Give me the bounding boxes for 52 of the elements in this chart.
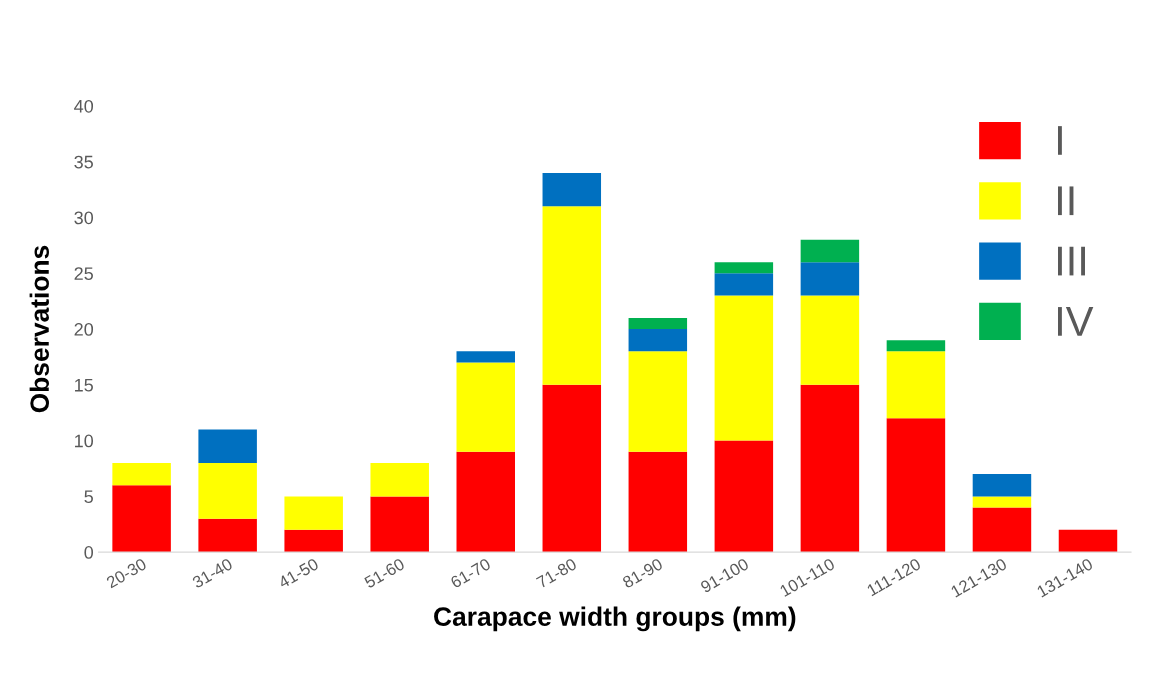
bar — [112, 462, 171, 486]
bar — [456, 351, 515, 363]
bar — [284, 496, 343, 530]
bar — [800, 384, 860, 553]
legend-label: I — [1057, 126, 1062, 155]
bar — [628, 317, 688, 330]
bar — [714, 262, 774, 274]
legend-label: II — [1057, 186, 1074, 216]
bar — [198, 462, 257, 519]
bar — [714, 273, 774, 296]
bar — [972, 474, 1032, 497]
bar — [542, 206, 602, 385]
bar — [800, 295, 860, 385]
x-tick-label: 41-50 — [277, 557, 320, 589]
bar — [972, 496, 1032, 508]
bar — [886, 340, 946, 352]
x-axis-title: Carapace width groups (mm) — [434, 606, 796, 632]
x-tick-label: 61-70 — [449, 557, 492, 589]
y-axis-title: Observations — [29, 245, 49, 413]
bar — [542, 384, 602, 553]
bar — [714, 295, 774, 441]
y-tick-label: 20 — [74, 323, 94, 336]
y-tick-label: 15 — [75, 378, 93, 392]
bar — [1058, 529, 1118, 553]
x-tick-label: 71-80 — [535, 557, 578, 589]
bar — [284, 529, 343, 553]
bar — [456, 451, 515, 553]
y-tick-label: 0 — [84, 546, 94, 559]
legend-label: IV — [1057, 307, 1094, 336]
y-tick-label: 5 — [84, 490, 93, 504]
bar — [542, 172, 602, 207]
bar — [886, 418, 946, 553]
bar — [198, 518, 257, 553]
bar — [800, 239, 860, 263]
y-tick-label: 30 — [74, 211, 94, 225]
bar — [886, 351, 946, 419]
legend-label: III — [1057, 246, 1086, 276]
bar — [112, 485, 171, 553]
bar — [370, 496, 429, 553]
bar — [800, 262, 860, 296]
y-tick-label: 25 — [74, 267, 93, 281]
bar — [370, 462, 429, 497]
bar — [628, 351, 688, 452]
y-tick-label: 40 — [74, 99, 94, 113]
bar — [628, 329, 688, 352]
bar — [198, 429, 257, 463]
bar — [714, 440, 774, 553]
bar — [456, 362, 515, 452]
bar — [972, 507, 1032, 553]
y-tick-label: 10 — [75, 434, 94, 448]
y-tick-label: 35 — [74, 155, 93, 169]
bar — [628, 451, 688, 553]
